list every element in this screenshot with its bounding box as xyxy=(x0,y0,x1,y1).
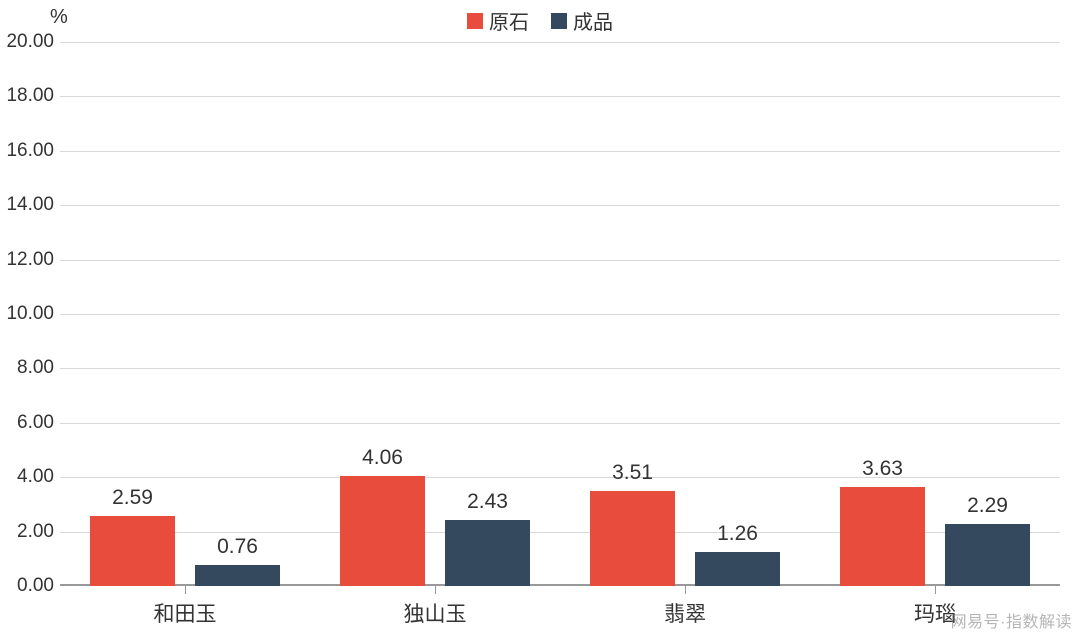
legend-swatch-raw xyxy=(467,13,483,29)
y-tick-label: 6.00 xyxy=(17,412,54,434)
y-tick-label: 18.00 xyxy=(6,85,54,107)
y-axis-labels: 0.002.004.006.008.0010.0012.0014.0016.00… xyxy=(10,42,60,586)
legend-label-finished: 成品 xyxy=(573,6,613,35)
bars-area: 2.59 0.76 4.06 2.43 3.51 1.26 3.63 2.29 xyxy=(60,42,1060,586)
x-category-label: 和田玉 xyxy=(154,598,217,628)
bar-成品: 0.76 xyxy=(195,565,280,586)
y-tick-label: 12.00 xyxy=(6,249,54,271)
bar-value-label: 4.06 xyxy=(362,446,403,470)
y-tick-label: 16.00 xyxy=(6,140,54,162)
legend-item-finished: 成品 xyxy=(551,6,613,35)
legend-item-raw: 原石 xyxy=(467,6,529,35)
y-tick-label: 4.00 xyxy=(17,466,54,488)
bar-原石: 2.59 xyxy=(90,516,175,586)
y-tick-label: 14.00 xyxy=(6,194,54,216)
x-tick xyxy=(435,586,436,594)
y-tick-label: 2.00 xyxy=(17,521,54,543)
legend-label-raw: 原石 xyxy=(489,6,529,35)
bar-value-label: 2.43 xyxy=(467,490,508,514)
bar-原石: 3.63 xyxy=(840,487,925,586)
watermark-text: 网易号·指数解读 xyxy=(951,608,1072,632)
y-tick-label: 20.00 xyxy=(6,31,54,53)
bar-value-label: 3.51 xyxy=(612,461,653,485)
x-category-label: 翡翠 xyxy=(664,598,706,628)
y-tick-label: 10.00 xyxy=(6,303,54,325)
x-tick xyxy=(185,586,186,594)
x-tick xyxy=(685,586,686,594)
bar-原石: 3.51 xyxy=(590,491,675,586)
bar-成品: 2.29 xyxy=(945,524,1030,586)
bar-value-label: 0.76 xyxy=(217,535,258,559)
y-axis-unit: % xyxy=(50,6,68,29)
bar-成品: 1.26 xyxy=(695,552,780,586)
chart-container: 原石 成品 % 0.002.004.006.008.0010.0012.0014… xyxy=(0,0,1080,638)
bar-value-label: 2.29 xyxy=(967,494,1008,518)
bar-原石: 4.06 xyxy=(340,476,425,586)
bar-成品: 2.43 xyxy=(445,520,530,586)
legend-swatch-finished xyxy=(551,13,567,29)
x-category-label: 独山玉 xyxy=(404,598,467,628)
plot-area: 0.002.004.006.008.0010.0012.0014.0016.00… xyxy=(60,42,1060,586)
legend: 原石 成品 xyxy=(0,6,1080,35)
bar-value-label: 2.59 xyxy=(112,486,153,510)
y-tick-label: 8.00 xyxy=(17,357,54,379)
bar-value-label: 3.63 xyxy=(862,457,903,481)
x-tick xyxy=(935,586,936,594)
bar-value-label: 1.26 xyxy=(717,522,758,546)
y-tick-label: 0.00 xyxy=(17,575,54,597)
